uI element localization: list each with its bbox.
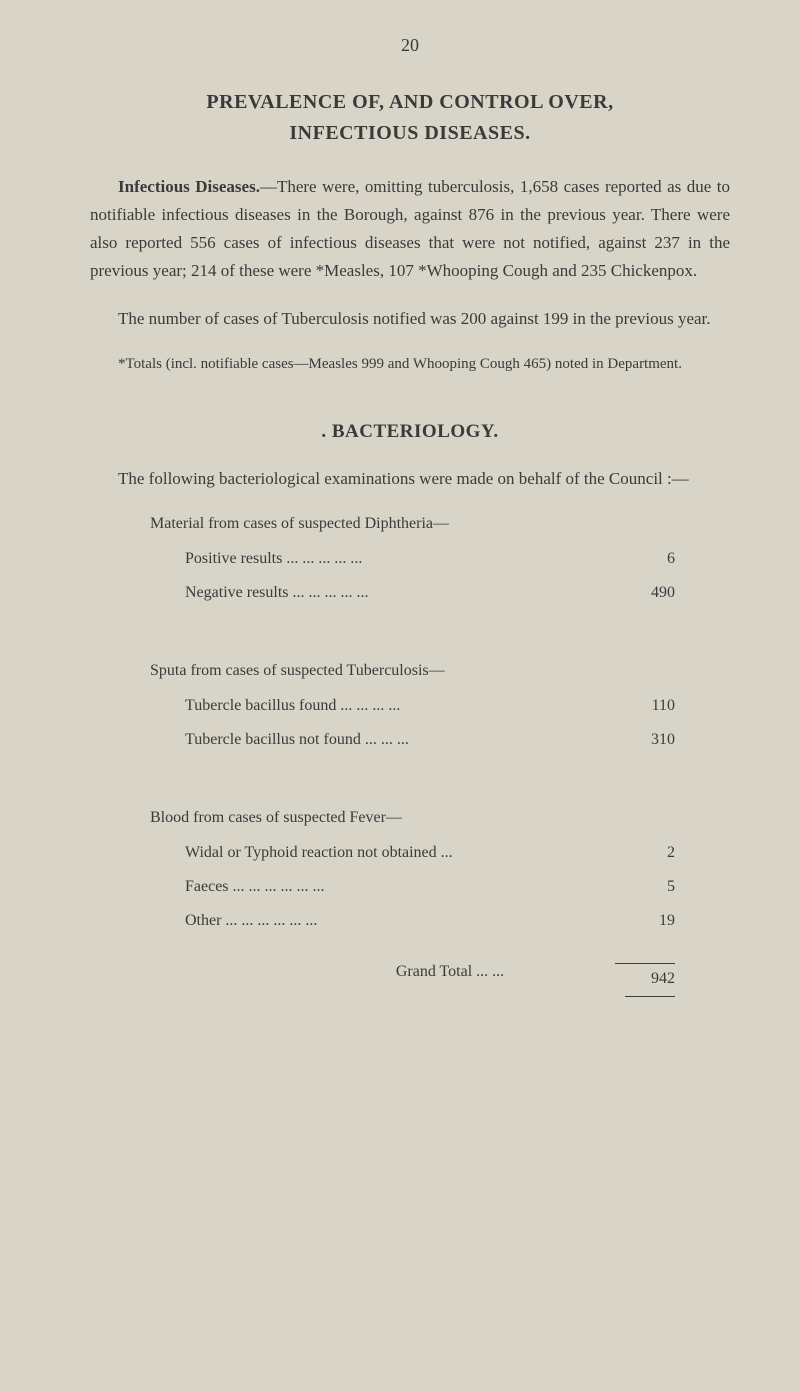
row-value: 6 [615, 547, 675, 571]
paragraph-tuberculosis: The number of cases of Tuberculosis noti… [90, 305, 730, 333]
row-label: Faeces ... ... ... ... ... ... [185, 875, 615, 899]
group-heading-fever: Blood from cases of suspected Fever— [150, 809, 730, 827]
grand-total-row: Grand Total ... ... 942 [185, 963, 675, 988]
row-value: 2 [615, 841, 675, 865]
data-row: Positive results ... ... ... ... ... 6 [185, 547, 675, 571]
row-label: Positive results ... ... ... ... ... [185, 547, 615, 571]
data-row: Other ... ... ... ... ... ... 19 [185, 909, 675, 933]
row-value: 490 [615, 581, 675, 605]
row-label: Widal or Typhoid reaction not obtained .… [185, 841, 615, 865]
data-row: Widal or Typhoid reaction not obtained .… [185, 841, 675, 865]
main-heading-line1: PREVALENCE OF, AND CONTROL OVER, [90, 91, 730, 114]
paragraph-bacteriology-intro: The following bacteriological examinatio… [90, 465, 730, 493]
data-row: Faeces ... ... ... ... ... ... 5 [185, 875, 675, 899]
data-row: Tubercle bacillus not found ... ... ... … [185, 728, 675, 752]
row-value: 5 [615, 875, 675, 899]
total-underline [625, 996, 675, 997]
row-value: 110 [615, 694, 675, 718]
row-label: Tubercle bacillus found ... ... ... ... [185, 694, 615, 718]
data-row: Tubercle bacillus found ... ... ... ... … [185, 694, 675, 718]
paragraph-infectious-diseases: Infectious Diseases.—There were, omittin… [90, 173, 730, 285]
page-number: 20 [90, 35, 730, 56]
main-heading-line2: INFECTIOUS DISEASES. [90, 122, 730, 145]
data-row: Negative results ... ... ... ... ... 490 [185, 581, 675, 605]
row-label: Negative results ... ... ... ... ... [185, 581, 615, 605]
row-label: Tubercle bacillus not found ... ... ... [185, 728, 615, 752]
group-heading-diphtheria: Material from cases of suspected Diphthe… [150, 515, 730, 533]
group-heading-tuberculosis: Sputa from cases of suspected Tuberculos… [150, 662, 730, 680]
footnote-totals: *Totals (incl. notifiable cases—Measles … [90, 353, 730, 376]
row-value: 19 [615, 909, 675, 933]
grand-total-value: 942 [615, 963, 675, 988]
row-value: 310 [615, 728, 675, 752]
grand-total-label: Grand Total ... ... [185, 963, 615, 988]
row-label: Other ... ... ... ... ... ... [185, 909, 615, 933]
section-heading-bacteriology: . BACTERIOLOGY. [90, 421, 730, 443]
paragraph-lead: Infectious Diseases. [118, 177, 260, 196]
